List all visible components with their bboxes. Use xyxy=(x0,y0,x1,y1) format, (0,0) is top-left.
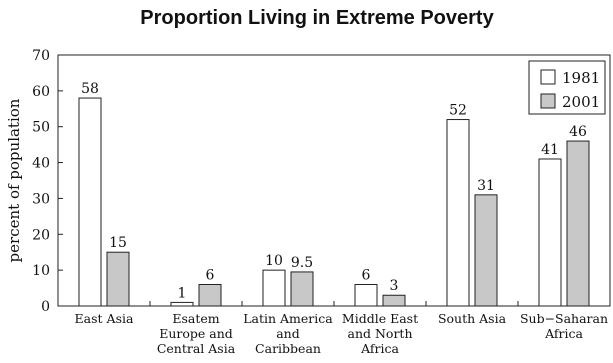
y-tick-label: 40 xyxy=(32,156,50,172)
bar-value-label: 3 xyxy=(390,278,399,294)
bar-1981 xyxy=(446,119,470,307)
y-tick-label: 20 xyxy=(32,227,50,243)
bar-value-label: 10 xyxy=(265,253,283,269)
y-axis-label: percent of population xyxy=(5,98,23,262)
bar-1981 xyxy=(262,269,286,307)
legend: 1981 2001 xyxy=(528,60,606,115)
category-label: Caribbean xyxy=(255,341,321,356)
bar-2001 xyxy=(106,251,130,307)
bar-value-label: 9.5 xyxy=(291,255,313,271)
bar-1981 xyxy=(538,158,562,307)
bar-2001 xyxy=(474,194,498,307)
legend-swatch xyxy=(540,93,556,109)
bar-1981 xyxy=(78,97,102,307)
bar-value-label: 41 xyxy=(541,142,559,158)
bar-value-label: 52 xyxy=(449,103,467,119)
legend-swatch xyxy=(540,69,556,85)
bar-2001 xyxy=(566,140,590,307)
bar-value-label: 15 xyxy=(109,235,127,251)
category-label: Central Asia xyxy=(157,341,236,356)
category-label: and xyxy=(276,326,300,341)
plot-frame xyxy=(57,54,611,307)
category-label: Latin America xyxy=(243,311,333,326)
bar-value-label: 1 xyxy=(178,285,187,301)
y-tick-label: 10 xyxy=(32,263,50,279)
bars: 58 15 1 6 10 9.5 6 3 52 31 41 46 xyxy=(78,81,590,307)
y-tick-label: 60 xyxy=(32,84,50,100)
bar-value-label: 6 xyxy=(206,267,215,283)
bar-value-label: 6 xyxy=(362,267,371,283)
category-label: Africa xyxy=(360,341,399,356)
category-label: South Asia xyxy=(438,311,507,326)
legend-label: 1981 xyxy=(562,69,600,87)
bar-1981 xyxy=(354,283,378,307)
y-axis: 0 10 20 30 40 50 60 70 xyxy=(32,48,63,315)
y-tick-label: 50 xyxy=(32,120,50,136)
category-label: Middle East xyxy=(342,311,418,326)
category-label: Europe and xyxy=(159,326,233,341)
bar-value-label: 31 xyxy=(477,178,495,194)
bar-value-label: 58 xyxy=(81,81,99,97)
category-label: Esatem xyxy=(172,311,219,326)
legend-label: 2001 xyxy=(562,93,600,111)
category-label: and North xyxy=(348,326,413,341)
category-label: East Asia xyxy=(75,311,134,326)
bar-2001 xyxy=(198,283,222,307)
bar-1981 xyxy=(170,301,194,307)
bar-2001 xyxy=(382,294,406,307)
bar-value-label: 46 xyxy=(569,124,587,140)
category-label: Africa xyxy=(544,326,583,341)
y-tick-label: 70 xyxy=(32,48,50,64)
chart-title: Proportion Living in Extreme Poverty xyxy=(140,7,494,29)
category-label: Sub−Saharan xyxy=(520,311,608,326)
bar-2001 xyxy=(290,271,314,307)
y-tick-label: 30 xyxy=(32,191,50,207)
y-tick-label: 0 xyxy=(41,299,50,315)
